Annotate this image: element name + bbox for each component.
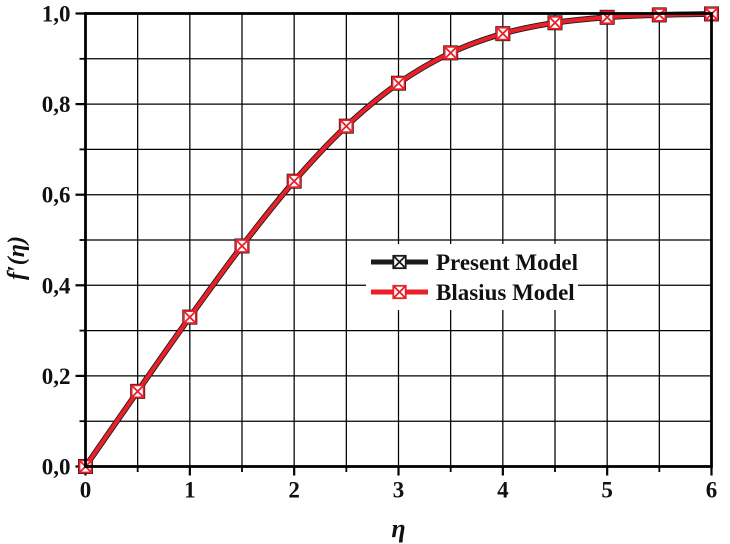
boxed-x-marker: [495, 26, 510, 41]
x-tick-label: 2: [288, 478, 300, 503]
y-tick-label: 0,6: [42, 183, 71, 208]
x-tick-label: 3: [393, 478, 405, 503]
boxed-x-marker: [443, 45, 458, 60]
y-tick-label: 0,2: [42, 364, 71, 389]
x-tick-label: 6: [706, 478, 718, 503]
boxed-x-marker: [235, 239, 249, 253]
boxed-x-marker: [652, 8, 667, 22]
boxed-x-marker: [287, 174, 302, 189]
boxed-x-marker: [392, 254, 407, 270]
y-tick-label: 0,0: [42, 455, 71, 480]
legend-label: Blasius Model: [436, 280, 575, 305]
legend-label: Present Model: [436, 250, 578, 275]
y-tick-labels: 0,0 0,2 0,4 0,6 0,8 1,0: [42, 2, 71, 480]
legend: Present Model Blasius Model: [366, 244, 578, 310]
y-tick-label: 0,8: [42, 92, 71, 117]
boxed-x-marker: [130, 384, 145, 399]
x-tick-label: 5: [601, 478, 613, 503]
boxed-x-marker: [182, 310, 197, 325]
x-axis-title: η: [391, 514, 405, 543]
boxed-x-marker: [548, 15, 562, 30]
y-axis-title: f′(η): [4, 236, 30, 280]
legend-entry-blasius-model: Blasius Model: [371, 280, 575, 305]
boxed-x-marker: [339, 119, 354, 134]
x-tick-labels: 0 1 2 3 4 5 6: [80, 478, 718, 503]
plot-frame: [84, 12, 713, 468]
x-tick-label: 1: [184, 478, 196, 503]
boxed-x-marker: [392, 284, 407, 300]
x-tick-label: 0: [80, 478, 92, 503]
y-tick-label: 0,4: [42, 273, 71, 298]
y-tick-label: 1,0: [42, 2, 71, 27]
boxed-x-marker: [391, 76, 406, 91]
legend-entry-present-model: Present Model: [371, 250, 578, 275]
axis-ticks: [75, 12, 713, 476]
x-tick-label: 4: [497, 478, 509, 503]
